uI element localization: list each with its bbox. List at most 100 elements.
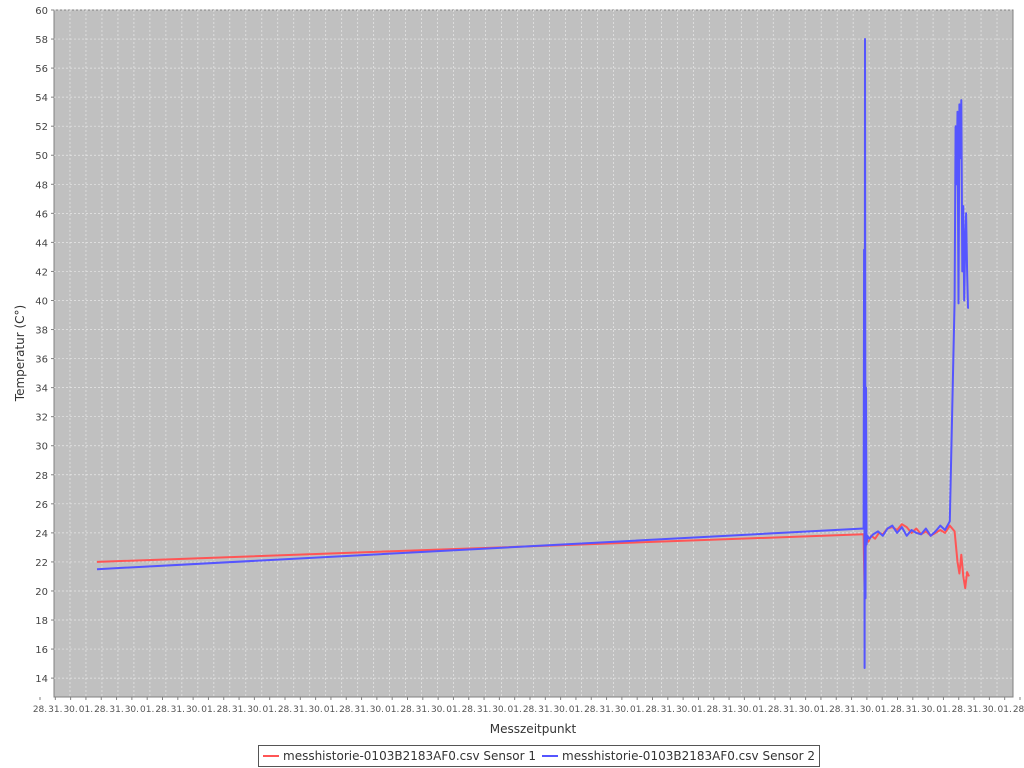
x-tick-label: 30. <box>737 705 751 715</box>
x-tick-label: 30. <box>553 705 567 715</box>
x-tick-label: 30. <box>186 705 200 715</box>
x-tick-label: 01. <box>875 705 889 715</box>
x-tick-label: 31. <box>48 705 62 715</box>
x-axis-ticks: 28. 31. 30. 01. 28. 31. 30. 01. 28. 31. 30. 01. 28. 3… <box>33 697 1024 715</box>
y-tick-label: 26 <box>35 500 48 511</box>
y-tick-label: 54 <box>35 93 48 104</box>
plot-background <box>53 9 1014 698</box>
x-tick-label: 28. <box>400 705 414 715</box>
y-tick-label: 58 <box>35 35 48 46</box>
legend-swatch-sensor-1 <box>263 755 279 757</box>
series-lines <box>96 38 970 669</box>
x-tick-label: 01. <box>446 705 460 715</box>
x-axis-label: Messzeitpunkt <box>490 722 577 736</box>
x-tick-label: 28. <box>523 705 537 715</box>
x-tick-label: 30. <box>247 705 261 715</box>
x-tick-label: 28. <box>278 705 292 715</box>
y-tick-label: 30 <box>35 442 48 453</box>
x-tick-label: 31. <box>906 705 920 715</box>
x-tick-label: 30. <box>982 705 996 715</box>
x-tick-label: 30. <box>370 705 384 715</box>
x-tick-label: 31. <box>661 705 675 715</box>
x-tick-label: 31. <box>232 705 246 715</box>
x-tick-label: 30. <box>860 705 874 715</box>
x-tick-label: 31. <box>967 705 981 715</box>
x-tick-label: 31. <box>599 705 613 715</box>
x-tick-label: 01. <box>936 705 950 715</box>
y-tick-label: 48 <box>35 180 48 191</box>
x-tick-label: 01. <box>630 705 644 715</box>
x-tick-label: 31. <box>477 705 491 715</box>
x-tick-label: 01. <box>201 705 215 715</box>
x-tick-label: 28. <box>829 705 843 715</box>
legend-label-sensor-1: messhistorie-0103B2183AF0.csv Sensor 1 <box>283 749 537 763</box>
y-tick-label: 46 <box>35 209 48 220</box>
x-tick-label: 31. <box>171 705 185 715</box>
y-tick-label: 32 <box>35 413 48 424</box>
x-tick-label: 01. <box>998 705 1012 715</box>
x-tick-label: 30. <box>125 705 139 715</box>
x-tick-label: 28. <box>1013 705 1024 715</box>
x-tick-label: 28. <box>155 705 169 715</box>
x-tick-label: 30. <box>492 705 506 715</box>
x-tick-label: 01. <box>814 705 828 715</box>
x-tick-label: 31. <box>844 705 858 715</box>
legend-label-sensor-2: messhistorie-0103B2183AF0.csv Sensor 2 <box>562 749 816 763</box>
series-line-sensor-2 <box>96 38 969 669</box>
grid <box>54 9 1013 697</box>
y-tick-label: 40 <box>35 296 48 307</box>
y-tick-label: 16 <box>35 645 48 656</box>
y-tick-label: 18 <box>35 616 48 627</box>
x-tick-label: 01. <box>508 705 522 715</box>
x-tick-label: 28. <box>462 705 476 715</box>
x-tick-label: 28. <box>707 705 721 715</box>
x-tick-label: 30. <box>615 705 629 715</box>
x-tick-label: 01. <box>691 705 705 715</box>
y-tick-label: 52 <box>35 122 48 133</box>
x-tick-label: 01. <box>385 705 399 715</box>
x-tick-label: 30. <box>63 705 77 715</box>
y-tick-label: 28 <box>35 471 48 482</box>
y-tick-label: 50 <box>35 151 48 162</box>
y-tick-label: 14 <box>35 674 48 685</box>
x-tick-label: 30. <box>798 705 812 715</box>
x-tick-label: 28. <box>584 705 598 715</box>
x-tick-label: 28. <box>768 705 782 715</box>
x-tick-label: 28. <box>952 705 966 715</box>
x-tick-label: 01. <box>324 705 338 715</box>
x-tick-label: 30. <box>308 705 322 715</box>
x-tick-label: 31. <box>354 705 368 715</box>
x-tick-label: 01. <box>753 705 767 715</box>
y-axis-ticks: 14 16 18 20 22 24 26 28 30 32 34 36 38 40 42 44 46 48 50 52… <box>35 6 54 685</box>
x-tick-label: 31. <box>109 705 123 715</box>
y-tick-label: 60 <box>35 6 48 17</box>
x-tick-label: 28. <box>33 705 47 715</box>
x-tick-label: 31. <box>722 705 736 715</box>
x-tick-label: 30. <box>921 705 935 715</box>
x-tick-label: 01. <box>79 705 93 715</box>
legend-swatch-sensor-2 <box>542 755 559 757</box>
x-tick-label: 28. <box>94 705 108 715</box>
x-tick-label: 28. <box>645 705 659 715</box>
y-tick-label: 44 <box>35 238 48 249</box>
x-tick-label: 01. <box>140 705 154 715</box>
legend: messhistorie-0103B2183AF0.csv Sensor 1 m… <box>258 745 821 767</box>
x-tick-label: 01. <box>263 705 277 715</box>
x-tick-label: 31. <box>538 705 552 715</box>
y-tick-label: 24 <box>35 529 48 540</box>
y-tick-label: 38 <box>35 326 48 337</box>
x-tick-label: 28. <box>339 705 353 715</box>
legend-item-sensor-1: messhistorie-0103B2183AF0.csv Sensor 1 <box>263 749 536 763</box>
x-tick-label: 28. <box>890 705 904 715</box>
y-tick-label: 20 <box>35 587 48 598</box>
x-tick-label: 28. <box>217 705 231 715</box>
y-tick-label: 42 <box>35 267 48 278</box>
legend-item-sensor-2: messhistorie-0103B2183AF0.csv Sensor 2 <box>542 749 815 763</box>
y-tick-label: 36 <box>35 355 48 366</box>
x-tick-label: 31. <box>293 705 307 715</box>
y-axis-label: Temperatur (C°) <box>13 305 27 402</box>
y-tick-label: 22 <box>35 558 48 569</box>
y-tick-label: 34 <box>35 384 48 395</box>
x-tick-label: 01. <box>569 705 583 715</box>
